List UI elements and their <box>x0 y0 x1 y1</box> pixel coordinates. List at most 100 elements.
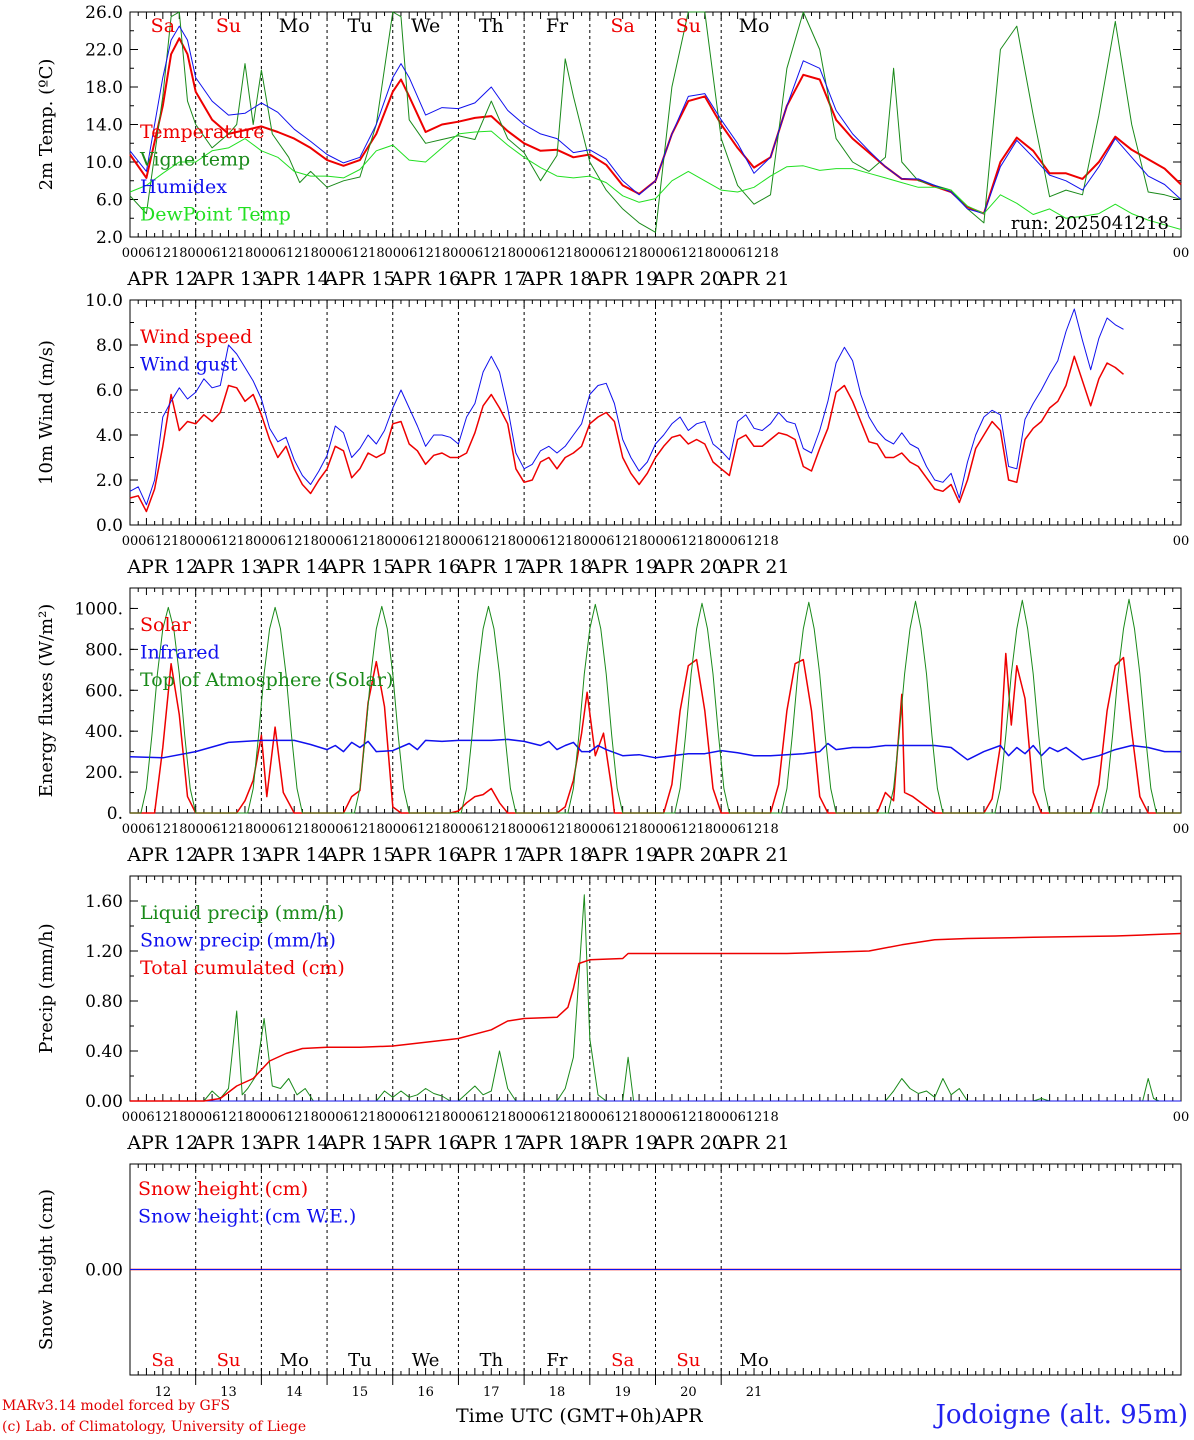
legend-entry: Temperature <box>140 121 264 143</box>
hour-tick-label: 18 <box>499 534 516 549</box>
hour-tick-label: 06 <box>532 534 549 549</box>
day-number-label: 16 <box>417 1385 434 1400</box>
hour-tick-label: 00 <box>647 246 664 261</box>
date-label: APR 15 <box>323 1132 395 1154</box>
legend-entry: Wind gust <box>140 354 238 376</box>
hour-tick-label: 06 <box>664 534 681 549</box>
y-tick-label: 22.0 <box>85 41 123 61</box>
date-label: APR 16 <box>389 844 461 866</box>
y-tick-label: 8.0 <box>96 336 123 356</box>
y-tick-label: 6.0 <box>96 381 123 401</box>
hour-tick-label: 06 <box>335 534 352 549</box>
hour-tick-label: 12 <box>746 246 763 261</box>
y-axis-label: 2m Temp. (ºC) <box>36 59 57 191</box>
hour-tick-label: 00 <box>187 246 204 261</box>
weekday-label: Mo <box>279 15 310 37</box>
hour-tick-label: 06 <box>138 534 155 549</box>
weekday-label: Mo <box>739 15 770 37</box>
date-label: APR 16 <box>389 1132 461 1154</box>
hour-tick-label: 12 <box>286 534 303 549</box>
lab-credit: (c) Lab. of Climatology, University of L… <box>2 1419 307 1435</box>
date-label: APR 15 <box>323 844 395 866</box>
series-line-total-cumulated-cm- <box>130 932 1182 1102</box>
hour-tick-label: 12 <box>155 534 172 549</box>
weekday-label: Su <box>217 1350 241 1371</box>
hour-tick-label: 12 <box>680 822 697 837</box>
date-label: APR 17 <box>455 1132 527 1154</box>
date-label: APR 16 <box>389 268 461 290</box>
hour-tick-label: 06 <box>598 1110 615 1125</box>
hour-tick-label: 12 <box>352 822 369 837</box>
panel-4: 0.00 0.40 0.80 1.20 1.60 Precip (mm/h) Liquid … <box>36 875 1189 1154</box>
hour-tick-label: 18 <box>499 1110 516 1125</box>
day-number-label: 13 <box>220 1385 237 1400</box>
legend-entry: Total cumulated (cm) <box>140 957 345 979</box>
plot-frame <box>129 587 1182 814</box>
hour-tick-label: 00 <box>450 822 467 837</box>
hour-tick-label: 18 <box>368 246 385 261</box>
day-number-label: 18 <box>549 1385 566 1400</box>
hour-tick-label: 00 <box>713 534 730 549</box>
hour-tick-label: 12 <box>549 822 566 837</box>
hour-tick-label: 00 <box>1173 246 1190 261</box>
hour-tick-label: 00 <box>647 822 664 837</box>
y-tick-label: 1000. <box>74 599 123 619</box>
legend-entry: Solar <box>140 614 192 636</box>
hour-tick-label: 12 <box>352 534 369 549</box>
hour-tick-label: 18 <box>631 822 648 837</box>
hour-tick-label: 06 <box>138 822 155 837</box>
hour-tick-label: 18 <box>434 246 451 261</box>
weekday-label: Sa <box>611 1350 634 1371</box>
hour-tick-label: 00 <box>1173 534 1190 549</box>
hour-tick-label: 06 <box>532 246 549 261</box>
hour-tick-label: 12 <box>614 1110 631 1125</box>
hour-tick-label: 12 <box>680 246 697 261</box>
hour-tick-label: 12 <box>352 246 369 261</box>
hour-tick-label: 18 <box>237 534 254 549</box>
hour-tick-label: 00 <box>582 246 599 261</box>
hour-tick-label: 18 <box>171 246 188 261</box>
hour-tick-label: 18 <box>565 246 582 261</box>
hour-tick-label: 12 <box>483 246 500 261</box>
hour-tick-label: 00 <box>253 534 270 549</box>
hour-tick-label: 06 <box>335 246 352 261</box>
hour-tick-label: 12 <box>549 534 566 549</box>
hour-tick-label: 12 <box>417 246 434 261</box>
hour-tick-label: 18 <box>696 534 713 549</box>
date-label: APR 13 <box>192 268 264 290</box>
hour-tick-label: 00 <box>319 1110 336 1125</box>
hour-tick-label: 00 <box>713 822 730 837</box>
date-label: APR 17 <box>455 268 527 290</box>
date-label: APR 12 <box>126 268 198 290</box>
hour-tick-label: 18 <box>434 1110 451 1125</box>
hour-tick-label: 06 <box>467 246 484 261</box>
date-label: APR 20 <box>652 844 724 866</box>
date-label: APR 20 <box>652 1132 724 1154</box>
day-number-label: 21 <box>746 1385 763 1400</box>
weekday-label: Sa <box>151 1350 174 1371</box>
hour-tick-label: 12 <box>614 246 631 261</box>
hour-tick-label: 06 <box>401 246 418 261</box>
hour-tick-label: 00 <box>253 822 270 837</box>
hour-tick-label: 06 <box>467 1110 484 1125</box>
hour-tick-label: 06 <box>204 534 221 549</box>
hour-tick-label: 12 <box>680 534 697 549</box>
hour-tick-label: 12 <box>155 1110 172 1125</box>
station-name: Jodoigne (alt. 95m) <box>935 1400 1188 1430</box>
hour-tick-label: 18 <box>499 822 516 837</box>
hour-tick-label: 12 <box>417 1110 434 1125</box>
hour-tick-label: 06 <box>335 1110 352 1125</box>
hour-tick-label: 06 <box>467 534 484 549</box>
series-line-wind-speed <box>129 355 1124 513</box>
hour-tick-label: 12 <box>417 822 434 837</box>
hour-tick-label: 18 <box>171 534 188 549</box>
y-tick-label: 0.40 <box>85 1042 123 1062</box>
date-label: APR 14 <box>258 1132 330 1154</box>
hour-tick-label: 00 <box>582 534 599 549</box>
date-label: APR 18 <box>520 844 592 866</box>
y-tick-label: 14.0 <box>85 116 123 136</box>
hour-tick-label: 18 <box>696 822 713 837</box>
hour-tick-label: 18 <box>631 1110 648 1125</box>
hour-tick-label: 18 <box>762 822 779 837</box>
